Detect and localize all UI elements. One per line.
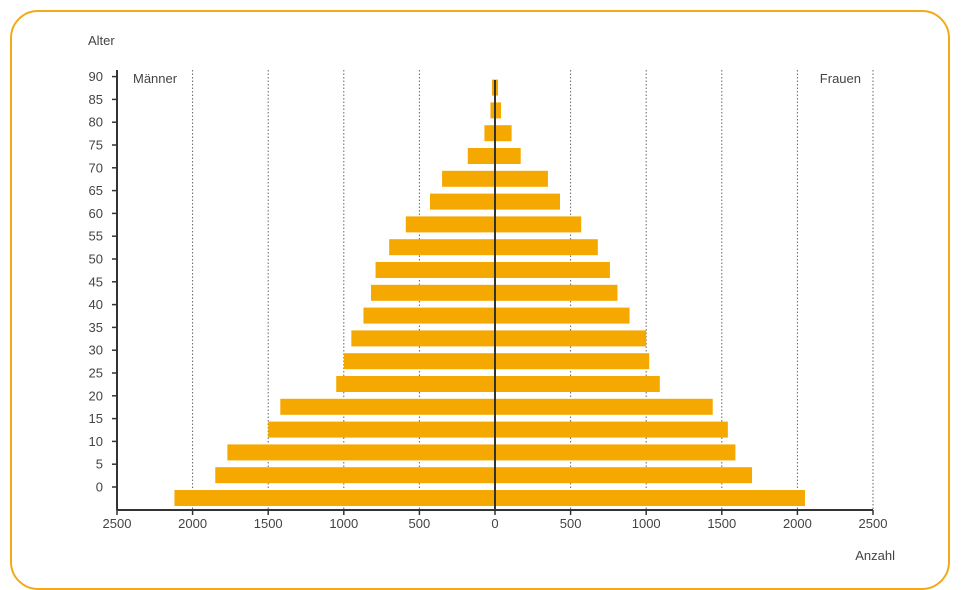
right-series-label: Frauen — [820, 71, 861, 86]
bar-frauen — [495, 262, 610, 278]
bar-frauen — [495, 170, 548, 187]
y-tick-label: 20 — [89, 388, 103, 403]
x-tick-label: 1000 — [632, 516, 661, 531]
bar-maenner — [351, 330, 495, 347]
y-tick-label: 10 — [89, 434, 103, 449]
y-tick-label: 50 — [89, 252, 103, 267]
y-tick-label: 65 — [89, 183, 103, 198]
bar-maenner — [389, 239, 495, 256]
x-tick-label: 1500 — [707, 516, 736, 531]
x-axis-label: Anzahl — [855, 548, 895, 563]
bar-maenner — [215, 467, 495, 484]
bar-frauen — [495, 444, 736, 461]
x-tick-label: 1500 — [254, 516, 283, 531]
bars — [174, 79, 805, 506]
bar-frauen — [495, 330, 647, 347]
bar-maenner — [343, 353, 495, 370]
y-tick-label: 5 — [96, 457, 103, 472]
axes: 0 5 10 15 20 25 30 35 40 45 50 55 60 65 70 75 80 85 90 2500… — [89, 69, 888, 531]
x-tick-label: 0 — [491, 516, 498, 531]
left-series-label: Männer — [133, 71, 178, 86]
bar-frauen — [495, 307, 630, 324]
bar-maenner — [467, 148, 495, 164]
bar-maenner — [442, 170, 495, 187]
bar-maenner — [371, 284, 495, 301]
y-tick-label: 0 — [96, 480, 103, 495]
x-tick-label: 2500 — [103, 516, 132, 531]
y-tick-label: 70 — [89, 160, 103, 175]
y-tick-label: 15 — [89, 411, 103, 426]
bar-frauen — [495, 102, 502, 119]
y-tick-label: 35 — [89, 320, 103, 335]
x-tick-label: 1000 — [329, 516, 358, 531]
y-tick-label: 25 — [89, 366, 103, 381]
bar-maenner — [429, 193, 495, 210]
x-tick-label: 500 — [409, 516, 431, 531]
bar-frauen — [495, 421, 728, 438]
bar-frauen — [495, 216, 582, 233]
population-pyramid-chart: 0 5 10 15 20 25 30 35 40 45 50 55 60 65 70 75 80 85 90 2500… — [88, 33, 895, 563]
y-tick-label: 60 — [89, 206, 103, 221]
x-tick-label: 500 — [560, 516, 582, 531]
y-tick-label: 75 — [89, 138, 103, 153]
x-tick-label: 2500 — [859, 516, 888, 531]
x-tick-label: 2000 — [783, 516, 812, 531]
bar-frauen — [495, 148, 521, 164]
y-tick-label: 90 — [89, 69, 103, 84]
bar-frauen — [495, 376, 660, 392]
y-tick-label: 40 — [89, 297, 103, 312]
y-axis-label: Alter — [88, 33, 115, 48]
bar-maenner — [280, 398, 495, 415]
y-tick-label: 85 — [89, 92, 103, 107]
bar-frauen — [495, 490, 805, 506]
bar-maenner — [375, 262, 495, 278]
bar-frauen — [495, 125, 512, 142]
bar-frauen — [495, 353, 650, 370]
bar-frauen — [495, 467, 753, 484]
x-tick-label: 2000 — [178, 516, 207, 531]
y-tick-label: 30 — [89, 343, 103, 358]
bar-frauen — [495, 398, 713, 415]
bar-maenner — [363, 307, 495, 324]
labels: Alter Anzahl Männer Frauen — [88, 33, 895, 563]
bar-frauen — [495, 239, 598, 256]
bar-maenner — [336, 376, 495, 392]
bar-maenner — [491, 79, 495, 96]
bar-frauen — [495, 79, 499, 96]
bar-frauen — [495, 193, 561, 210]
bar-frauen — [495, 284, 618, 301]
bar-maenner — [405, 216, 495, 233]
bar-maenner — [174, 490, 495, 506]
bar-maenner — [268, 421, 495, 438]
y-tick-label: 55 — [89, 229, 103, 244]
bar-maenner — [490, 102, 495, 119]
y-tick-label: 80 — [89, 115, 103, 130]
bar-maenner — [227, 444, 495, 461]
bar-maenner — [484, 125, 495, 142]
y-tick-label: 45 — [89, 274, 103, 289]
